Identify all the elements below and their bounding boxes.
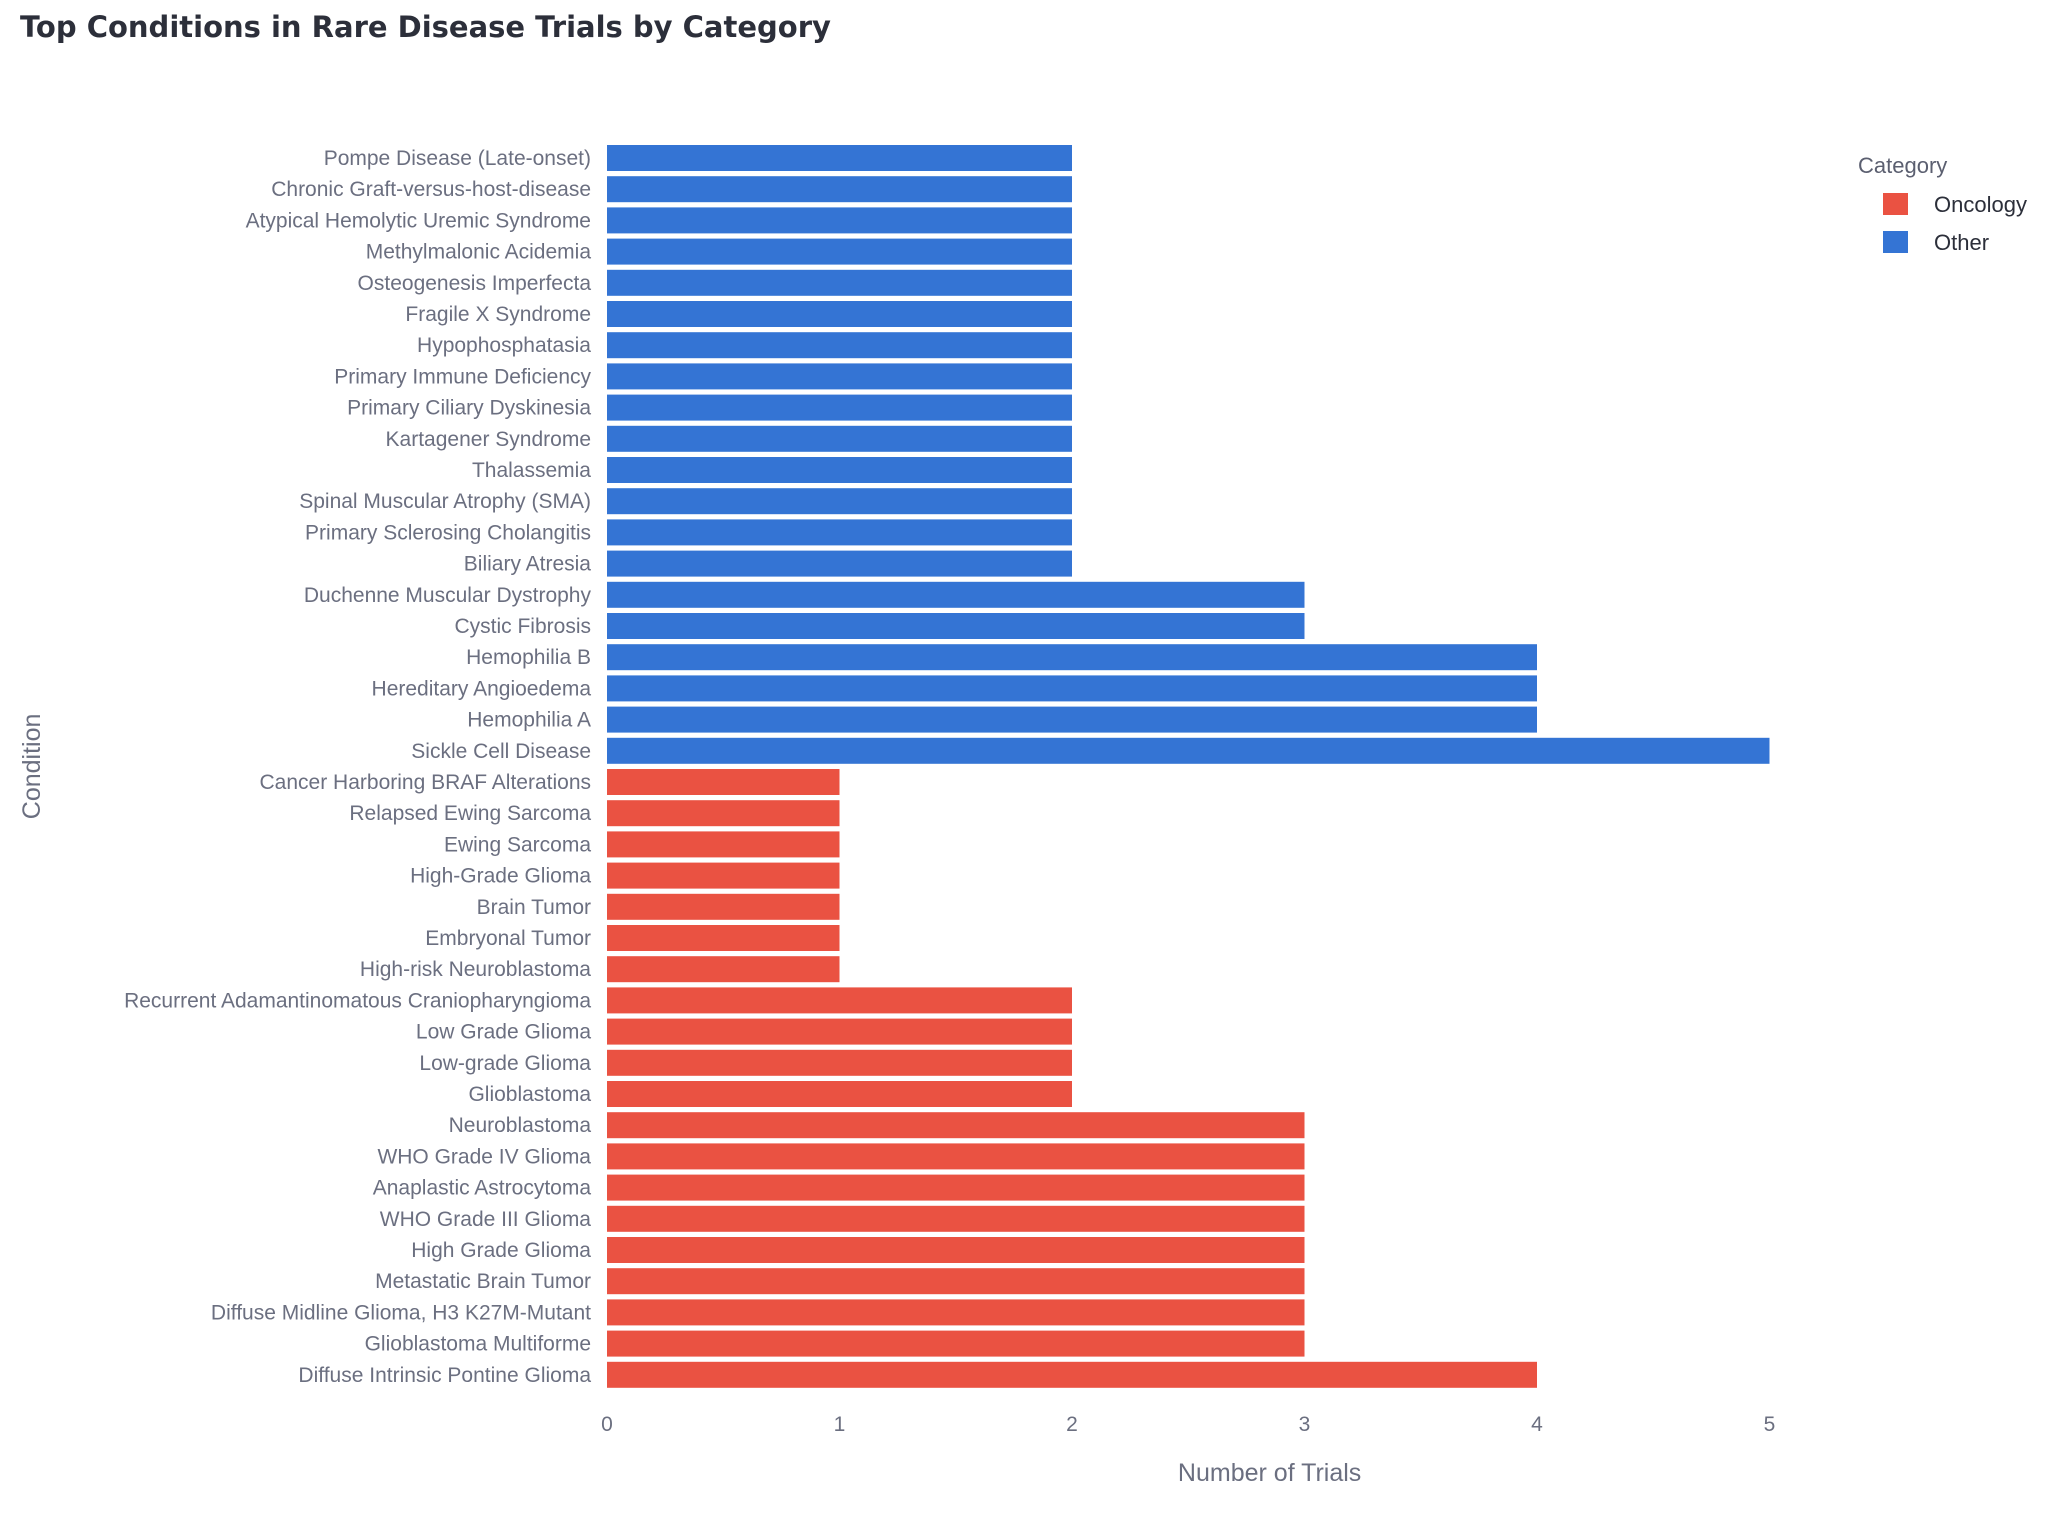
y-axis-title: Condition	[18, 714, 46, 820]
x-axis-ticks: 0 1 2 3 4 5	[601, 1413, 1775, 1436]
y-tick-label: Low-grade Glioma	[419, 1052, 591, 1075]
y-tick-label: Hereditary Angioedema	[372, 677, 592, 700]
y-tick-label: Methylmalonic Acidemia	[366, 241, 592, 264]
bar	[607, 1018, 1072, 1045]
bar	[607, 519, 1072, 546]
bar	[607, 1112, 1305, 1139]
bar	[607, 769, 840, 795]
y-tick-label: Glioblastoma Multiforme	[365, 1333, 591, 1356]
bar	[607, 581, 1305, 608]
bar	[607, 987, 1072, 1014]
y-tick-label: High-risk Neuroblastoma	[360, 958, 591, 981]
y-tick-label: High Grade Glioma	[411, 1239, 591, 1262]
y-tick-label: Cystic Fibrosis	[454, 615, 591, 638]
bar	[607, 831, 840, 858]
y-tick-label: Embryonal Tumor	[425, 927, 591, 950]
y-tick-label: Primary Sclerosing Cholangitis	[305, 521, 591, 544]
bar	[607, 925, 840, 951]
bar	[607, 1299, 1305, 1326]
bar	[607, 301, 1072, 327]
bar	[607, 862, 840, 889]
x-axis-title: Number of Trials	[1178, 1459, 1361, 1487]
legend-swatch	[1883, 193, 1908, 215]
y-tick-label: Hemophilia B	[466, 646, 591, 669]
y-tick-label: WHO Grade III Glioma	[380, 1208, 592, 1231]
y-tick-label: Low Grade Glioma	[416, 1021, 591, 1044]
y-tick-label: Relapsed Ewing Sarcoma	[349, 802, 591, 825]
bar	[607, 394, 1072, 421]
bar	[607, 1174, 1305, 1201]
bar	[607, 207, 1072, 234]
bar	[607, 457, 1072, 483]
y-tick-label: Hemophilia A	[467, 709, 591, 732]
bar	[607, 145, 1072, 171]
y-tick-label: Fragile X Syndrome	[405, 303, 591, 326]
bar	[607, 269, 1072, 296]
y-tick-label: Kartagener Syndrome	[386, 428, 591, 451]
bar	[607, 550, 1072, 577]
y-tick-label: Recurrent Adamantinomatous Craniopharyng…	[124, 989, 591, 1012]
bar	[607, 737, 1770, 764]
legend: Category Oncology Other	[1858, 153, 2027, 255]
bar	[607, 1361, 1537, 1388]
bar	[607, 706, 1537, 733]
bar	[607, 176, 1072, 203]
y-tick-label: Osteogenesis Imperfecta	[358, 272, 592, 295]
bar	[607, 800, 840, 827]
y-tick-label: Diffuse Intrinsic Pontine Glioma	[298, 1364, 591, 1387]
x-tick-label: 4	[1531, 1413, 1543, 1436]
x-tick-label: 1	[834, 1413, 846, 1436]
bar	[607, 1330, 1305, 1357]
y-tick-label: Duchenne Muscular Dystrophy	[304, 584, 592, 607]
bar	[607, 332, 1072, 359]
bar	[607, 1081, 1072, 1107]
bar	[607, 1049, 1072, 1076]
bar	[607, 644, 1537, 671]
y-tick-label: WHO Grade IV Glioma	[377, 1145, 591, 1168]
y-tick-label: Primary Ciliary Dyskinesia	[347, 397, 591, 420]
legend-title: Category	[1858, 153, 1947, 178]
y-tick-label: Sickle Cell Disease	[411, 740, 591, 763]
y-tick-label: Thalassemia	[472, 459, 591, 482]
legend-swatch	[1883, 231, 1908, 253]
bar	[607, 1268, 1305, 1295]
bar	[607, 363, 1072, 390]
chart-title: Top Conditions in Rare Disease Trials by…	[20, 10, 831, 44]
y-tick-label: Primary Immune Deficiency	[334, 365, 591, 388]
y-tick-label: Pompe Disease (Late-onset)	[324, 147, 591, 170]
x-tick-label: 5	[1764, 1413, 1776, 1436]
bar	[607, 1205, 1305, 1232]
y-tick-label: Glioblastoma	[468, 1083, 591, 1106]
bar	[607, 956, 840, 983]
y-tick-label: Brain Tumor	[477, 896, 591, 919]
bar	[607, 675, 1537, 702]
bar	[607, 488, 1072, 515]
bars	[607, 145, 1770, 1388]
y-tick-label: Ewing Sarcoma	[444, 833, 591, 856]
y-tick-label: High-Grade Glioma	[410, 865, 591, 888]
y-tick-label: Atypical Hemolytic Uremic Syndrome	[246, 209, 591, 232]
y-tick-label: Anaplastic Astrocytoma	[373, 1177, 592, 1200]
bar	[607, 893, 840, 920]
y-tick-label: Diffuse Midline Glioma, H3 K27M-Mutant	[211, 1301, 591, 1324]
y-tick-label: Spinal Muscular Atrophy (SMA)	[299, 490, 591, 513]
bar	[607, 613, 1305, 639]
y-tick-label: Cancer Harboring BRAF Alterations	[260, 771, 591, 794]
bar	[607, 1237, 1305, 1263]
bar	[607, 425, 1072, 452]
legend-label: Oncology	[1934, 192, 2027, 217]
bar	[607, 238, 1072, 265]
x-tick-label: 2	[1066, 1413, 1078, 1436]
y-tick-label: Metastatic Brain Tumor	[375, 1270, 591, 1293]
bar	[607, 1143, 1305, 1170]
legend-label: Other	[1934, 230, 1989, 255]
x-tick-label: 3	[1299, 1413, 1311, 1436]
y-tick-label: Hypophosphatasia	[417, 334, 591, 357]
y-tick-label: Neuroblastoma	[449, 1114, 592, 1137]
x-tick-label: 0	[601, 1413, 613, 1436]
y-axis-labels: Pompe Disease (Late-onset) Chronic Graft-…	[124, 147, 591, 1387]
y-tick-label: Chronic Graft-versus-host-disease	[271, 178, 591, 201]
y-tick-label: Biliary Atresia	[464, 553, 592, 576]
